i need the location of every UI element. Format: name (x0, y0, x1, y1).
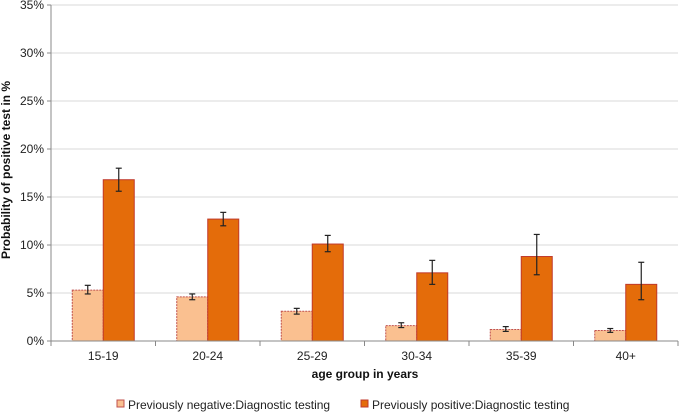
bar-previously-negative-25-29 (280, 310, 313, 342)
legend-swatch-previously-positive (360, 399, 369, 408)
gridlines (51, 4, 678, 294)
bars (71, 167, 658, 342)
y-tick-label: 15% (20, 190, 44, 204)
x-tick-label: 25-29 (297, 349, 328, 363)
y-tick-label: 30% (20, 46, 44, 60)
legend-swatch-previously-negative (116, 399, 125, 408)
y-axis-title: Probability of positive test in % (0, 81, 13, 259)
bar-previously-positive-15-19 (102, 179, 135, 342)
bar-previously-negative-20-24 (176, 296, 209, 342)
y-tick-label: 35% (20, 0, 44, 12)
legend: Previously negative:Diagnostic testing P… (116, 398, 569, 412)
x-tick-label: 30-34 (401, 349, 432, 363)
x-tick-label: 20-24 (192, 349, 223, 363)
x-tick-label: 15-19 (88, 349, 119, 363)
y-tick-label: 5% (27, 286, 45, 300)
y-tick-label: 0% (27, 334, 45, 348)
legend-label-previously-positive: Previously positive:Diagnostic testing (372, 398, 569, 412)
y-tick-label: 25% (20, 94, 44, 108)
y-tick-label: 20% (20, 142, 44, 156)
bar-previously-negative-15-19 (71, 289, 104, 342)
x-tick-label: 35-39 (506, 349, 537, 363)
bar-previously-positive-25-29 (311, 243, 344, 342)
axes: 0% 5% 10% 15% 20% 25% 30% 35% 15-19 20-24 25-29 30-… (20, 0, 679, 363)
x-tick-label: 40+ (616, 349, 636, 363)
y-tick-label: 10% (20, 238, 44, 252)
x-axis-title: age group in years (312, 367, 419, 381)
bar-previously-positive-20-24 (207, 218, 240, 342)
legend-label-previously-negative: Previously negative:Diagnostic testing (128, 398, 330, 412)
